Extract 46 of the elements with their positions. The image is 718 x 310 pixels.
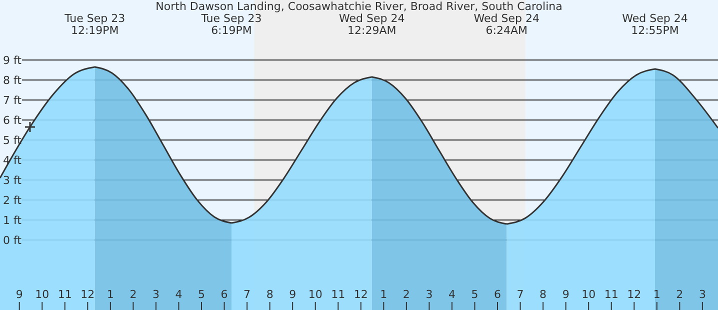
x-tick-label: 6: [494, 288, 502, 301]
x-tick-label: 8: [540, 288, 547, 301]
x-tick-label: 1: [106, 288, 114, 301]
x-tick-label: 5: [198, 288, 206, 301]
chart-title: North Dawson Landing, Coosawhatchie River, Broad River, South Carolina: [156, 0, 562, 13]
x-tick-label: 10: [308, 288, 322, 301]
x-tick-label: 1: [380, 288, 388, 301]
y-tick-label: 9 ft: [3, 54, 22, 67]
annotation: Tue Sep 23 6:19PM: [200, 12, 262, 37]
annotation: Wed Sep 24 12:29AM: [339, 12, 405, 37]
x-tick-label: 7: [244, 288, 251, 301]
y-tick-label: 6 ft: [3, 114, 22, 127]
x-tick-label: 8: [266, 288, 274, 301]
x-tick-label: 3: [152, 288, 160, 301]
annotation: Tue Sep 23 12:19PM: [64, 12, 126, 37]
x-tick-label: 12: [354, 288, 368, 301]
x-tick-label: 2: [130, 288, 137, 301]
y-tick-label: 8 ft: [3, 74, 22, 87]
x-tick-label: 9: [16, 288, 23, 301]
x-tick-label: 10: [582, 288, 596, 301]
x-tick-label: 1: [653, 288, 660, 301]
x-tick-label: 10: [35, 288, 50, 301]
y-tick-label: 3 ft: [3, 174, 22, 187]
x-tick-label: 11: [331, 288, 346, 301]
x-tick-label: 11: [58, 288, 72, 301]
y-tick-label: 0 ft: [3, 234, 22, 247]
x-tick-label: 9: [562, 288, 570, 301]
y-tick-label: 5 ft: [3, 134, 22, 147]
x-tick-label: 4: [175, 288, 182, 301]
annotation: Wed Sep 24 6:24AM: [474, 12, 540, 37]
x-tick-label: 3: [698, 288, 706, 301]
y-tick-label: 2 ft: [3, 194, 22, 207]
x-tick-label: 9: [289, 288, 296, 301]
x-tick-label: 7: [516, 288, 524, 301]
annotation: Wed Sep 24 12:55PM: [622, 12, 688, 37]
x-tick-label: 2: [402, 288, 410, 301]
x-tick-label: 12: [80, 288, 95, 301]
y-tick-label: 7 ft: [3, 94, 22, 107]
x-tick-label: 6: [220, 288, 228, 301]
x-tick-label: 2: [676, 288, 684, 301]
x-tick-label: 3: [426, 288, 433, 301]
x-tick-label: 12: [627, 288, 642, 301]
x-tick-label: 5: [471, 288, 478, 301]
x-tick-label: 4: [448, 288, 456, 301]
y-tick-label: 1 ft: [3, 214, 22, 227]
x-tick-label: 11: [604, 288, 618, 301]
